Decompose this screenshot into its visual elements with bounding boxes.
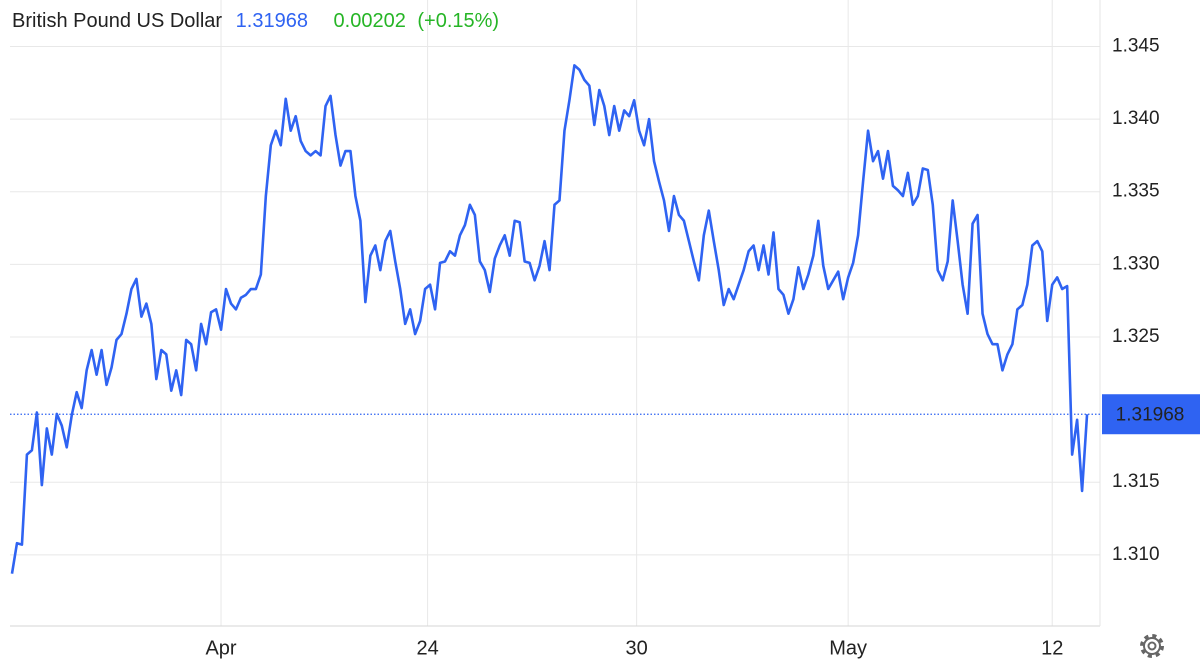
y-tick-label: 1.325	[1112, 326, 1160, 347]
y-tick-label: 1.335	[1112, 181, 1160, 202]
header: British Pound US Dollar 1.31968 0.00202 …	[12, 10, 499, 32]
y-tick-label: 1.330	[1112, 253, 1160, 274]
last-price-tag-label: 1.31968	[1116, 404, 1185, 425]
grid	[10, 0, 1100, 626]
x-tick-label: Apr	[205, 637, 236, 659]
y-tick-label: 1.340	[1112, 108, 1160, 129]
y-tick-label: 1.315	[1112, 471, 1160, 492]
chart-title: British Pound US Dollar	[12, 10, 222, 32]
last-price-tag	[1102, 394, 1200, 435]
y-tick-label: 1.345	[1112, 35, 1160, 56]
gear-hole	[1147, 641, 1157, 651]
last-price: 1.31968	[236, 10, 308, 32]
x-tick-label: May	[829, 637, 867, 659]
change: 0.00202	[334, 10, 406, 32]
change-percent: (+0.15%)	[417, 10, 499, 32]
settings-icon[interactable]	[1140, 634, 1164, 658]
price-line	[10, 64, 1089, 574]
x-tick-label: 12	[1041, 637, 1063, 659]
y-tick-label: 1.310	[1112, 544, 1160, 565]
gear-body	[1143, 637, 1161, 655]
x-tick-label: 30	[626, 637, 648, 659]
x-tick-label: 24	[416, 637, 438, 659]
gear-teeth	[1140, 634, 1164, 658]
